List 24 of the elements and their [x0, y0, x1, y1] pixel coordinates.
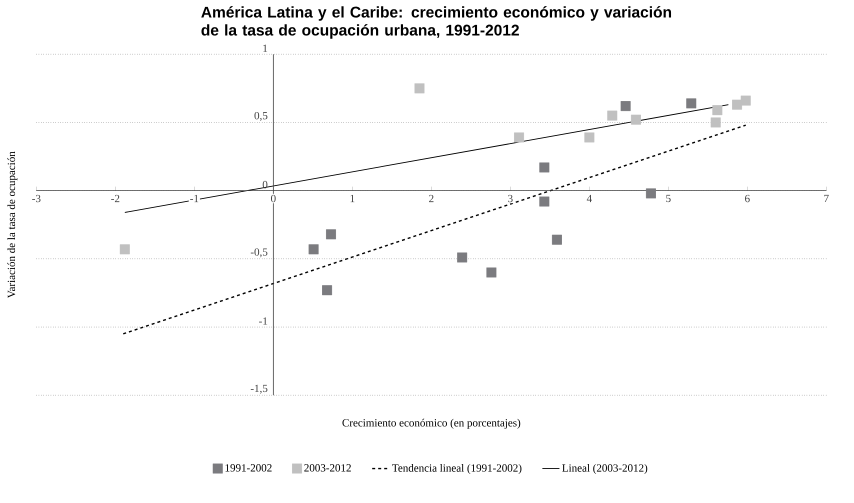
- y-tick-label: 0: [262, 180, 268, 188]
- x-tick-label: 4: [586, 194, 592, 202]
- x-tick-label: 5: [666, 194, 671, 202]
- y-tick-label: 1: [263, 44, 268, 52]
- x-tick-label: 0: [271, 194, 276, 202]
- x-tick-label: 3: [508, 194, 513, 202]
- x-tick-label: 6: [745, 194, 750, 202]
- x-tick-label: -2: [111, 194, 120, 202]
- y-tick-label: -1: [259, 317, 268, 325]
- x-tick-label: 7: [824, 194, 829, 202]
- x-tick-label: 1: [350, 194, 354, 202]
- legend-label: Lineal (2003-2012): [562, 464, 648, 474]
- x-tick-label: -1: [190, 194, 198, 202]
- x-tick-label: 2: [429, 194, 434, 202]
- legend-label: 2003-2012: [304, 464, 351, 472]
- chart-title: América Latina y el Caribe: crecimiento económico y variación de la tasa de ocupación urbana, 1991-2012: [201, 6, 672, 39]
- y-tick-label: -1,5: [250, 384, 268, 394]
- legend-label: Tendencia lineal (1991-2002): [392, 464, 522, 474]
- y-tick-label: -0,5: [250, 248, 268, 258]
- x-tick-label: -3: [32, 194, 40, 202]
- y-tick-label: 0,5: [254, 112, 268, 121]
- x-axis-title: Crecimiento económico (en porcentajes): [342, 418, 520, 429]
- y-axis-title: Variación de la tasa de ocupación: [7, 151, 18, 298]
- legend-label: 1991-2002: [226, 464, 272, 472]
